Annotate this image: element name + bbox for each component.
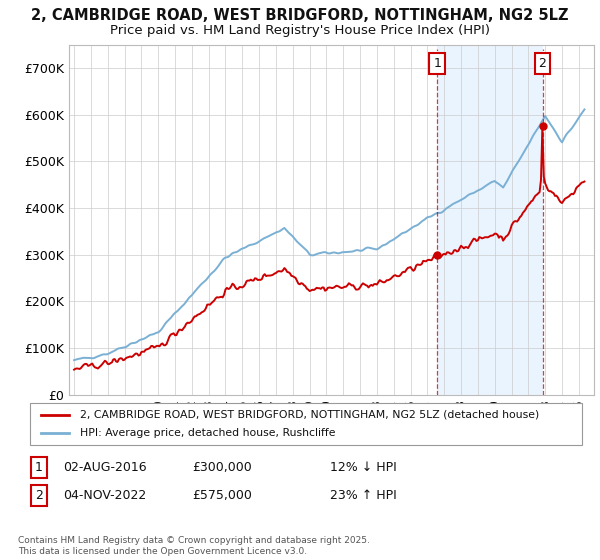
Text: £575,000: £575,000 [192,489,252,502]
Text: 02-AUG-2016: 02-AUG-2016 [63,461,146,474]
Text: HPI: Average price, detached house, Rushcliffe: HPI: Average price, detached house, Rush… [80,428,335,438]
Text: 1: 1 [433,57,441,70]
Text: 2: 2 [35,489,43,502]
Text: 2, CAMBRIDGE ROAD, WEST BRIDGFORD, NOTTINGHAM, NG2 5LZ (detached house): 2, CAMBRIDGE ROAD, WEST BRIDGFORD, NOTTI… [80,410,539,420]
Text: 1: 1 [35,461,43,474]
Text: 12% ↓ HPI: 12% ↓ HPI [330,461,397,474]
Text: 2, CAMBRIDGE ROAD, WEST BRIDGFORD, NOTTINGHAM, NG2 5LZ: 2, CAMBRIDGE ROAD, WEST BRIDGFORD, NOTTI… [31,8,569,24]
Text: Price paid vs. HM Land Registry's House Price Index (HPI): Price paid vs. HM Land Registry's House … [110,24,490,36]
Text: Contains HM Land Registry data © Crown copyright and database right 2025.
This d: Contains HM Land Registry data © Crown c… [18,536,370,556]
Bar [437,45,542,395]
Text: 2: 2 [539,57,547,70]
Text: 04-NOV-2022: 04-NOV-2022 [63,489,146,502]
Text: 23% ↑ HPI: 23% ↑ HPI [330,489,397,502]
Text: £300,000: £300,000 [192,461,252,474]
